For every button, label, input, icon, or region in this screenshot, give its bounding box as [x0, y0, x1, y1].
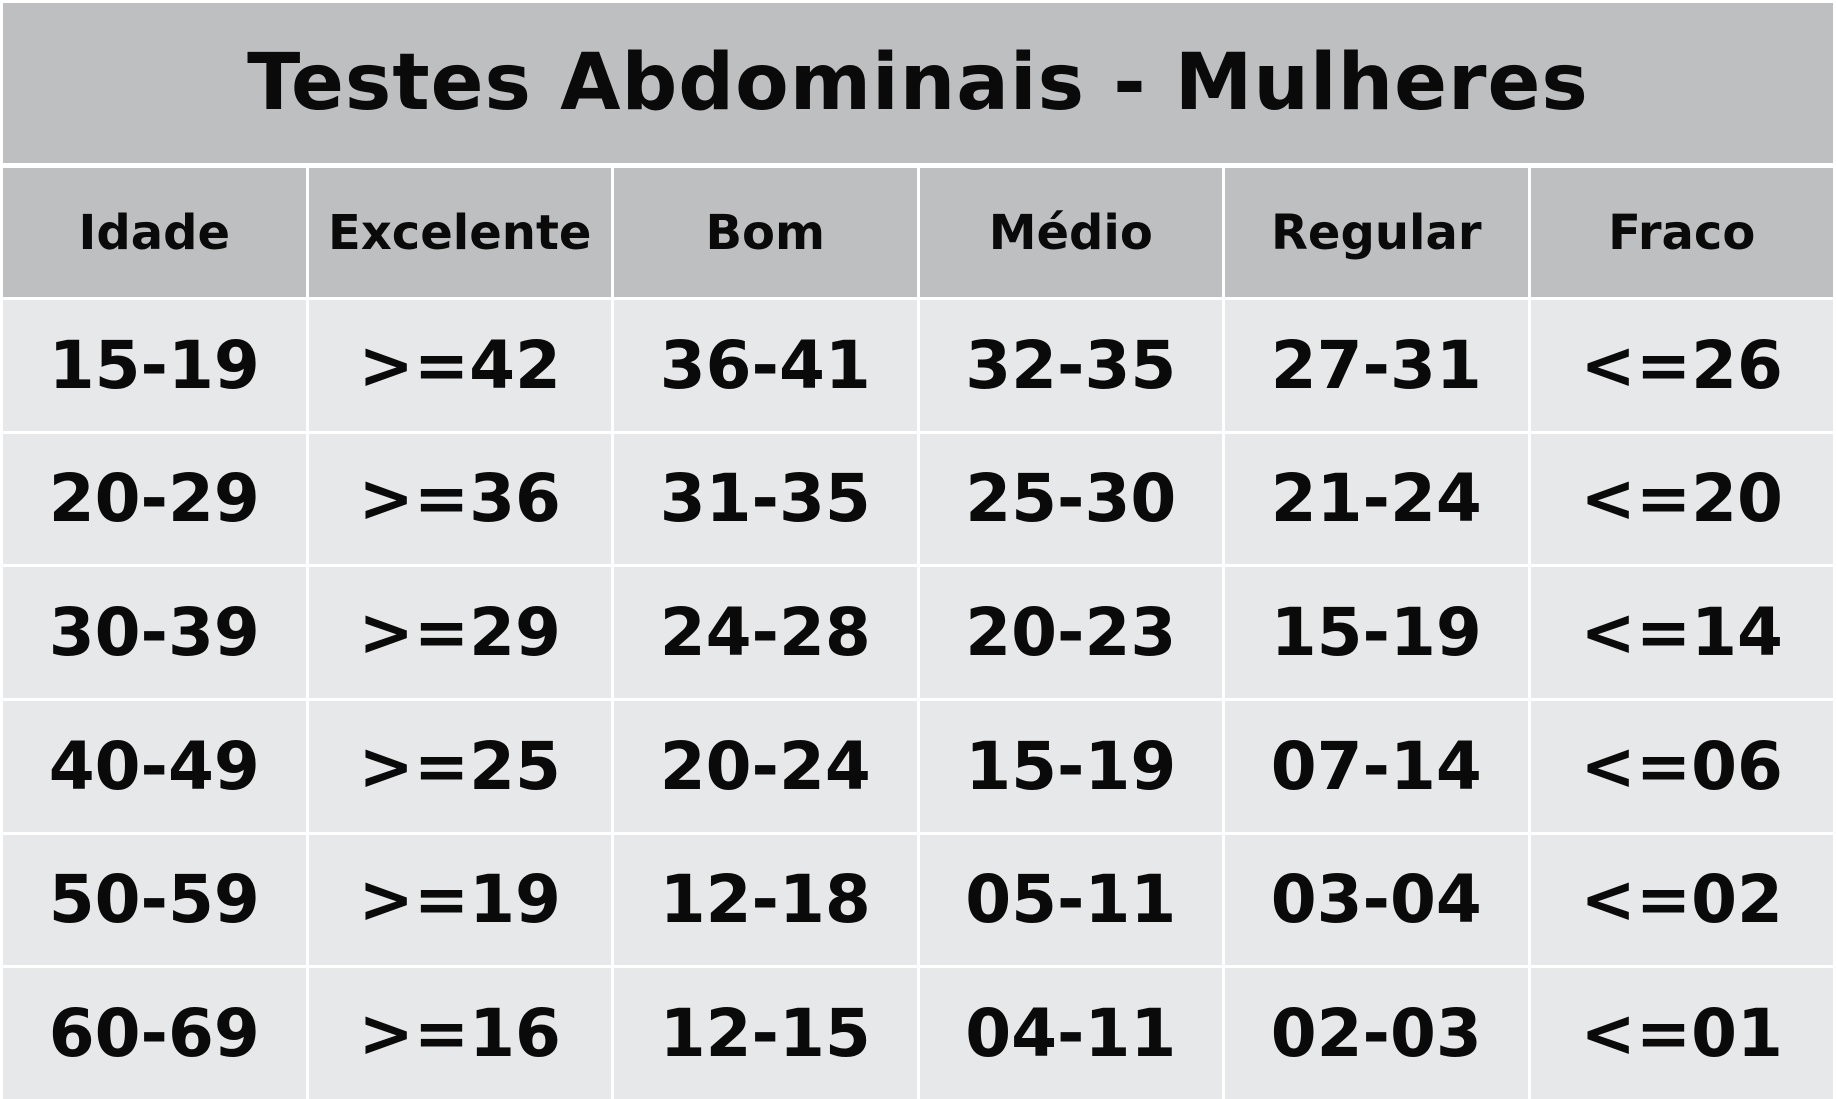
score-cell: 24-28 — [614, 567, 917, 698]
score-cell: 05-11 — [919, 834, 1222, 966]
age-range-cell: 30-39 — [3, 567, 306, 698]
score-cell: 15-19 — [919, 701, 1222, 832]
score-cell: 12-18 — [614, 834, 917, 966]
column-header: Excelente — [308, 168, 611, 297]
score-cell: 07-14 — [1225, 701, 1528, 832]
title-bar: Testes Abdominais - Mulheres — [3, 3, 1833, 163]
age-range-cell: 50-59 — [3, 834, 306, 966]
score-cell: >=19 — [308, 834, 611, 966]
score-cell: 21-24 — [1225, 433, 1528, 565]
score-cell: <=20 — [1530, 433, 1833, 565]
score-cell: 27-31 — [1225, 300, 1528, 431]
table-grid: Idade Excelente Bom Médio Regular Fraco 15-19 >… — [3, 168, 1833, 1099]
score-cell: >=36 — [308, 433, 611, 565]
column-header: Idade — [3, 168, 306, 297]
score-cell: 15-19 — [1225, 567, 1528, 698]
column-header: Regular — [1225, 168, 1528, 297]
age-range-cell: 20-29 — [3, 433, 306, 565]
column-header: Médio — [919, 168, 1222, 297]
score-cell: 20-23 — [919, 567, 1222, 698]
age-range-cell: 40-49 — [3, 701, 306, 832]
column-header: Fraco — [1530, 168, 1833, 297]
score-cell: 25-30 — [919, 433, 1222, 565]
score-cell: <=06 — [1530, 701, 1833, 832]
score-cell: >=29 — [308, 567, 611, 698]
column-header: Bom — [614, 168, 917, 297]
score-cell: >=25 — [308, 701, 611, 832]
table-title: Testes Abdominais - Mulheres — [247, 38, 1589, 128]
score-cell: 32-35 — [919, 300, 1222, 431]
score-cell: 04-11 — [919, 968, 1222, 1099]
score-cell: >=42 — [308, 300, 611, 431]
age-range-cell: 15-19 — [3, 300, 306, 431]
score-cell: <=01 — [1530, 968, 1833, 1099]
score-cell: >=16 — [308, 968, 611, 1099]
age-range-cell: 60-69 — [3, 968, 306, 1099]
score-cell: 20-24 — [614, 701, 917, 832]
score-cell: 31-35 — [614, 433, 917, 565]
score-cell: <=26 — [1530, 300, 1833, 431]
score-cell: <=14 — [1530, 567, 1833, 698]
score-cell: 12-15 — [614, 968, 917, 1099]
score-cell: 03-04 — [1225, 834, 1528, 966]
score-cell: 02-03 — [1225, 968, 1528, 1099]
score-cell: 36-41 — [614, 300, 917, 431]
score-cell: <=02 — [1530, 834, 1833, 966]
